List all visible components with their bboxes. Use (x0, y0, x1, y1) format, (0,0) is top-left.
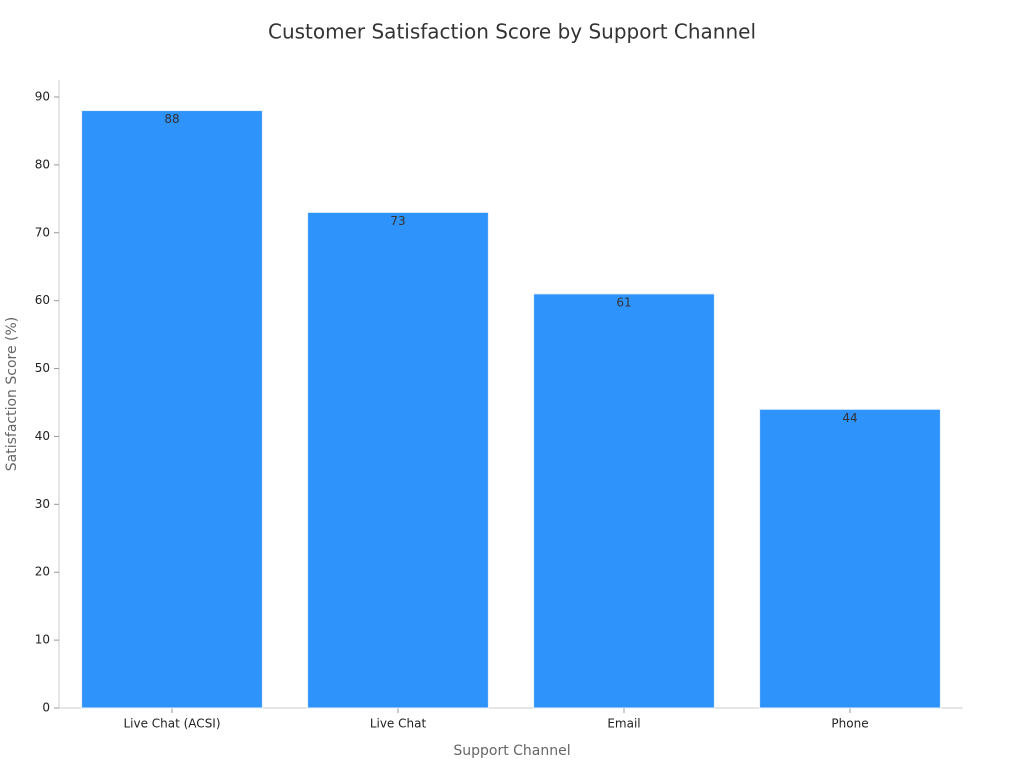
y-tick-label: 50 (35, 361, 50, 375)
y-tick-label: 70 (35, 225, 50, 239)
bar (307, 211, 489, 709)
y-tick-label: 90 (35, 89, 50, 103)
y-tick-label: 30 (35, 497, 50, 511)
y-tick-label: 10 (35, 633, 50, 647)
value-label: 61 (616, 295, 631, 309)
y-tick-label: 40 (35, 429, 50, 443)
bar (81, 110, 263, 709)
bar (533, 293, 715, 709)
value-label: 73 (390, 214, 405, 228)
x-tick-label: Live Chat (ACSI) (123, 717, 220, 731)
y-axis-label: Satisfaction Score (%) (4, 317, 20, 472)
y-tick-label: 60 (35, 293, 50, 307)
value-label: 44 (842, 411, 857, 425)
value-label: 88 (164, 112, 179, 126)
y-tick-label: 0 (42, 701, 50, 715)
x-tick-label: Phone (831, 717, 868, 731)
y-tick-label: 80 (35, 157, 50, 171)
x-axis-label: Support Channel (453, 743, 570, 759)
chart-title: Customer Satisfaction Score by Support C… (268, 20, 756, 44)
y-tick-label: 20 (35, 565, 50, 579)
x-tick-label: Email (607, 717, 640, 731)
x-tick-label: Live Chat (370, 717, 427, 731)
bar (759, 408, 941, 709)
